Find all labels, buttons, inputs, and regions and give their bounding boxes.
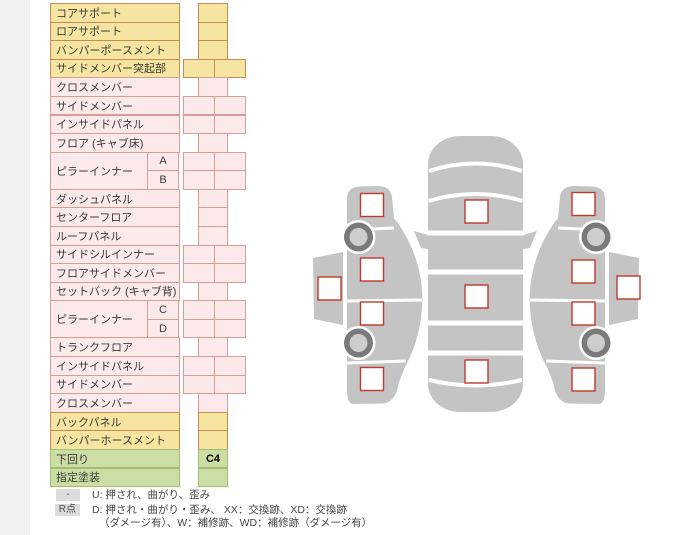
car-unfolded-diagram <box>313 136 641 412</box>
damage-status-cell[interactable] <box>198 40 228 60</box>
damage-status-cell[interactable] <box>198 411 228 432</box>
row-label: インサイドパネル <box>50 114 180 135</box>
row-label: クロスメンバー <box>50 393 180 413</box>
damage-status-cell[interactable] <box>198 77 228 97</box>
damage-marker-top-windshield[interactable] <box>464 199 489 224</box>
legend: - U: 押され、曲がり、歪み R点 D: 押され・曲がり・歪み、 XX：交換跡… <box>50 489 372 532</box>
damage-status-cell-right[interactable] <box>214 58 246 79</box>
left-rear-wheel <box>341 326 376 360</box>
row-label: ダッシュパネル <box>50 188 180 209</box>
row-label: 下回り <box>50 448 180 469</box>
row-label: サイドメンバー <box>50 95 180 116</box>
damage-status-cell-right[interactable] <box>214 300 246 320</box>
legend-box-dash: - <box>56 489 80 501</box>
damage-status-cell[interactable] <box>198 21 228 42</box>
damage-marker-right-front-fender[interactable] <box>571 191 596 217</box>
legend-row-rten: R点 D: 押され・曲がり・歪み、 XX：交換跡、XD：交換跡 （ダメージ有）、… <box>50 504 372 530</box>
legend-text-rten: D: 押され・曲がり・歪み、 XX：交換跡、XD：交換跡 （ダメージ有）、W：補… <box>92 504 373 529</box>
damage-status-cell[interactable] <box>198 207 228 227</box>
row-label: ルーフパネル <box>50 226 180 246</box>
damage-status-cell-right[interactable] <box>214 374 246 395</box>
row-label: セットバック (キャブ背) <box>50 281 180 302</box>
damage-marker-right-rear-door[interactable] <box>571 301 596 326</box>
damage-marker-right-rear-fender[interactable] <box>571 367 596 392</box>
damage-status-cell-left[interactable] <box>183 114 215 135</box>
damage-status-cell-left[interactable] <box>183 318 215 339</box>
damage-marker-left-front-fender[interactable] <box>359 192 385 218</box>
damage-status-cell[interactable] <box>198 226 228 246</box>
row-label: 指定塗装 <box>50 467 180 488</box>
damage-status-cell[interactable] <box>198 337 228 357</box>
left-margin-strip <box>0 0 30 535</box>
damage-status-cell[interactable] <box>198 281 228 302</box>
row-label: ロアサポート <box>50 21 180 42</box>
right-mirror <box>523 231 537 249</box>
damage-status-cell-right[interactable] <box>214 244 246 265</box>
damage-marker-left-rear-door[interactable] <box>359 301 385 326</box>
damage-status-cell[interactable] <box>198 430 228 450</box>
damage-status-cell-left[interactable] <box>183 170 215 190</box>
row-label: トランクフロア <box>50 337 180 357</box>
row-sub-label: B <box>147 170 179 190</box>
row-label: サイドメンバー突起部 <box>50 58 180 79</box>
damage-marker-right-door-glass[interactable] <box>616 275 641 300</box>
damage-marker-right-front-door[interactable] <box>571 259 596 284</box>
left-front-wheel <box>341 220 376 254</box>
right-rear-wheel <box>579 326 613 360</box>
row-sub-label: A <box>147 151 179 172</box>
damage-status-cell-left[interactable] <box>183 356 215 376</box>
damage-status-cell-right[interactable] <box>214 318 246 339</box>
row-label: クロスメンバー <box>50 77 180 97</box>
damage-status-cell-left[interactable] <box>183 300 215 320</box>
damage-marker-top-trunk[interactable] <box>464 359 489 384</box>
row-label: コアサポート <box>50 3 180 23</box>
damage-status-cell-left[interactable] <box>183 244 215 265</box>
damage-status-cell[interactable] <box>198 467 228 488</box>
damage-status-cell[interactable]: C4 <box>198 448 228 469</box>
damage-status-cell-left[interactable] <box>183 263 215 283</box>
row-sub-label: D <box>147 318 179 339</box>
right-front-wheel <box>579 220 613 254</box>
row-label: フロアサイドメンバー <box>50 263 180 283</box>
legend-text-u: U: 押され、曲がり、歪み <box>92 489 211 501</box>
row-sub-label: C <box>147 300 179 320</box>
damage-status-cell[interactable] <box>198 133 228 153</box>
damage-status-cell-right[interactable] <box>214 114 246 135</box>
legend-box-rten: R点 <box>54 504 80 516</box>
left-mirror <box>414 231 428 249</box>
damage-status-cell-left[interactable] <box>183 374 215 395</box>
car-top-view <box>414 136 537 412</box>
damage-status-cell-right[interactable] <box>214 151 246 172</box>
row-label: バンパーポースメント <box>50 40 180 60</box>
row-label: インサイドパネル <box>50 356 180 376</box>
damage-status-cell[interactable] <box>198 393 228 413</box>
damage-status-cell[interactable] <box>198 188 228 209</box>
damage-status-cell[interactable] <box>198 3 228 23</box>
row-label: サイドシルインナー <box>50 244 180 265</box>
damage-marker-left-rear-fender[interactable] <box>359 366 385 392</box>
damage-status-cell-right[interactable] <box>214 170 246 190</box>
damage-status-cell-left[interactable] <box>183 58 215 79</box>
damage-marker-left-front-door[interactable] <box>359 257 385 282</box>
row-label: フロア (キャブ床) <box>50 133 180 153</box>
damage-marker-squares <box>317 191 641 392</box>
row-label: センターフロア <box>50 207 180 227</box>
damage-marker-left-door-glass[interactable] <box>317 276 342 301</box>
damage-status-cell-right[interactable] <box>214 263 246 283</box>
legend-row-u: - U: 押され、曲がり、歪み <box>50 489 372 502</box>
row-label: ピラーインナー <box>50 300 148 339</box>
damage-status-cell-left[interactable] <box>183 151 215 172</box>
damage-status-cell-right[interactable] <box>214 356 246 376</box>
row-label: サイドメンバー <box>50 374 180 395</box>
row-label: バックパネル <box>50 411 180 432</box>
damage-marker-top-roof-center[interactable] <box>464 284 489 309</box>
row-label: ピラーインナー <box>50 151 148 190</box>
damage-status-cell-right[interactable] <box>214 95 246 116</box>
damage-status-cell-left[interactable] <box>183 95 215 116</box>
row-label: バンパーホースメント <box>50 430 180 450</box>
